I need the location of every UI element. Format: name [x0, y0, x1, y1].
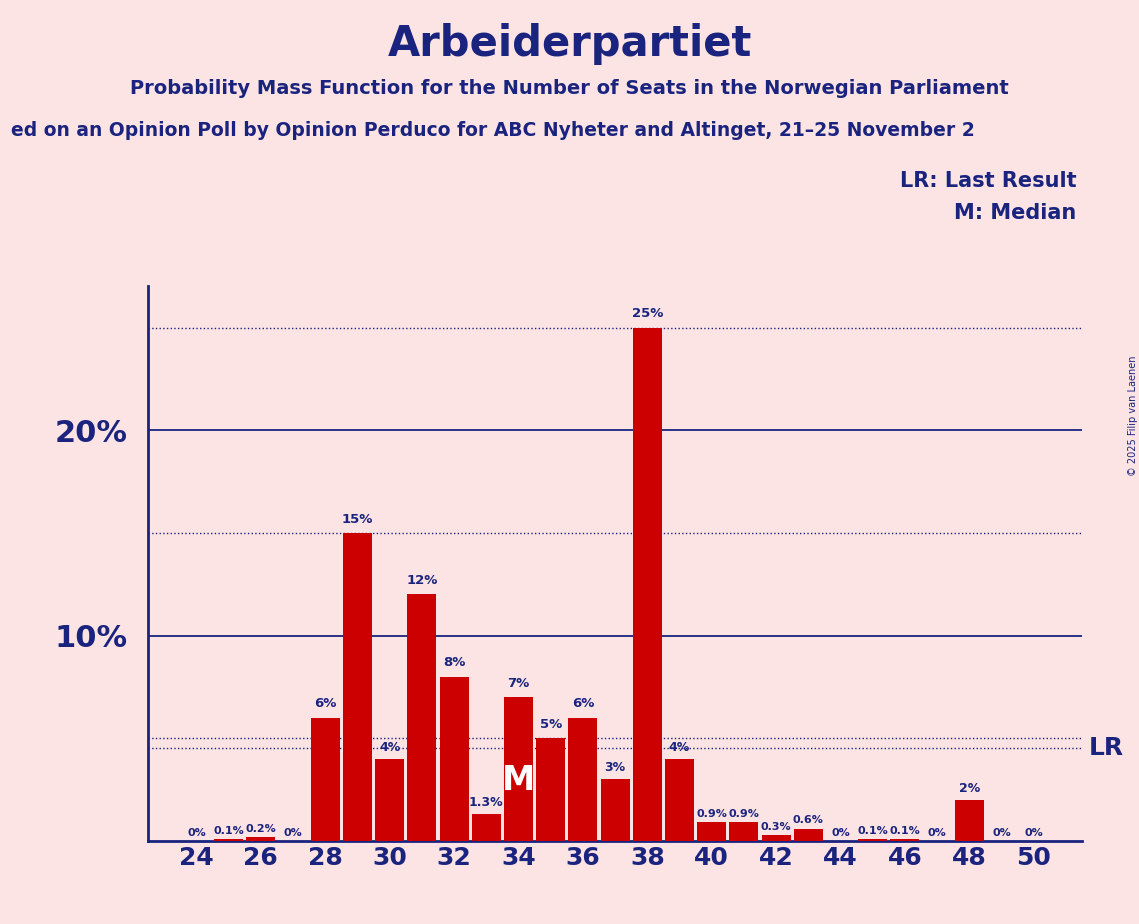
Bar — [794, 829, 822, 841]
Bar — [954, 800, 984, 841]
Text: Probability Mass Function for the Number of Seats in the Norwegian Parliament: Probability Mass Function for the Number… — [130, 79, 1009, 98]
Text: LR: Last Result: LR: Last Result — [900, 171, 1076, 191]
Text: 6%: 6% — [314, 698, 336, 711]
Text: 0%: 0% — [284, 829, 302, 838]
Text: 1.3%: 1.3% — [469, 796, 503, 809]
Text: LR: LR — [1089, 736, 1123, 760]
Text: 0.6%: 0.6% — [793, 816, 823, 825]
Bar — [503, 697, 533, 841]
Text: 12%: 12% — [407, 574, 437, 588]
Bar — [375, 759, 404, 841]
Text: Arbeiderpartiet: Arbeiderpartiet — [387, 23, 752, 65]
Bar — [472, 814, 501, 841]
Text: 0%: 0% — [992, 829, 1011, 838]
Text: M: M — [502, 764, 535, 797]
Text: 0%: 0% — [1024, 829, 1043, 838]
Text: 7%: 7% — [507, 677, 530, 690]
Bar — [440, 676, 468, 841]
Text: 0.1%: 0.1% — [213, 826, 244, 835]
Text: 0.2%: 0.2% — [245, 823, 276, 833]
Text: 0.1%: 0.1% — [858, 826, 888, 835]
Bar — [214, 839, 243, 841]
Text: 15%: 15% — [342, 513, 374, 526]
Bar — [568, 718, 597, 841]
Bar — [762, 834, 790, 841]
Text: 5%: 5% — [540, 718, 562, 731]
Text: 3%: 3% — [605, 761, 625, 774]
Bar — [665, 759, 694, 841]
Text: 4%: 4% — [669, 740, 690, 754]
Text: 4%: 4% — [379, 740, 400, 754]
Text: 2%: 2% — [959, 782, 980, 795]
Bar — [600, 779, 630, 841]
Text: 6%: 6% — [572, 698, 595, 711]
Text: © 2025 Filip van Laenen: © 2025 Filip van Laenen — [1129, 356, 1138, 476]
Bar — [891, 839, 919, 841]
Text: 0.9%: 0.9% — [729, 809, 760, 820]
Text: 0.1%: 0.1% — [890, 826, 920, 835]
Bar — [343, 533, 372, 841]
Text: 0.9%: 0.9% — [696, 809, 727, 820]
Bar — [536, 738, 565, 841]
Bar — [246, 837, 276, 841]
Text: 8%: 8% — [443, 656, 465, 669]
Text: 25%: 25% — [632, 308, 663, 321]
Text: 0%: 0% — [928, 829, 947, 838]
Text: 0%: 0% — [187, 829, 206, 838]
Bar — [729, 822, 759, 841]
Bar — [311, 718, 339, 841]
Bar — [697, 822, 727, 841]
Text: 0%: 0% — [831, 829, 850, 838]
Text: M: Median: M: Median — [954, 203, 1076, 224]
Bar — [633, 327, 662, 841]
Bar — [408, 594, 436, 841]
Text: 0.3%: 0.3% — [761, 821, 792, 832]
Bar — [858, 839, 887, 841]
Text: ed on an Opinion Poll by Opinion Perduco for ABC Nyheter and Altinget, 21–25 Nov: ed on an Opinion Poll by Opinion Perduco… — [11, 121, 975, 140]
